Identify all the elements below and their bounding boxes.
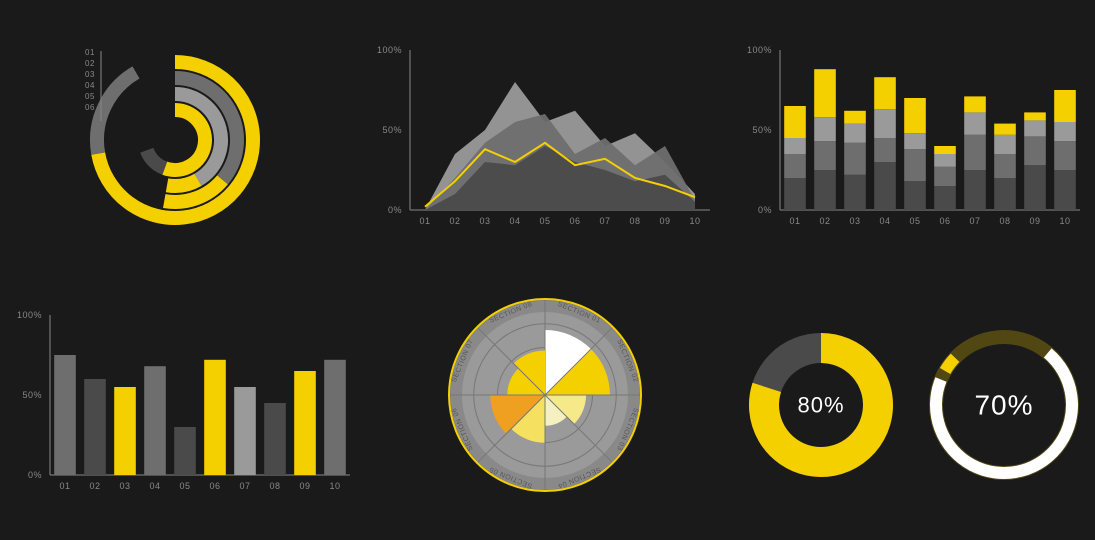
svg-text:50%: 50% — [22, 390, 42, 400]
donut-70-label: 70% — [974, 390, 1033, 421]
svg-text:03: 03 — [119, 481, 130, 491]
svg-text:01: 01 — [419, 216, 430, 226]
svg-text:10: 10 — [1059, 216, 1070, 226]
svg-text:100%: 100% — [377, 45, 402, 55]
svg-text:0%: 0% — [758, 205, 772, 215]
svg-text:01: 01 — [59, 481, 70, 491]
svg-text:01: 01 — [789, 216, 800, 226]
svg-text:02: 02 — [449, 216, 460, 226]
svg-text:06: 06 — [939, 216, 950, 226]
svg-text:03: 03 — [849, 216, 860, 226]
svg-text:08: 08 — [629, 216, 640, 226]
svg-text:100%: 100% — [17, 310, 42, 320]
svg-text:02: 02 — [85, 59, 95, 68]
svg-text:0%: 0% — [28, 470, 42, 480]
svg-text:06: 06 — [209, 481, 220, 491]
donut-70: 70% — [919, 300, 1089, 500]
svg-text:09: 09 — [1029, 216, 1040, 226]
svg-text:01: 01 — [85, 48, 95, 57]
svg-text:09: 09 — [299, 481, 310, 491]
svg-text:10: 10 — [329, 481, 340, 491]
svg-text:02: 02 — [819, 216, 830, 226]
svg-text:08: 08 — [269, 481, 280, 491]
donut-80: 80% — [736, 300, 906, 500]
svg-text:04: 04 — [85, 81, 95, 90]
svg-text:06: 06 — [569, 216, 580, 226]
donut-charts: 80% 70% — [730, 285, 1095, 515]
svg-text:05: 05 — [909, 216, 920, 226]
svg-text:07: 07 — [239, 481, 250, 491]
svg-text:07: 07 — [599, 216, 610, 226]
radial-bar-chart: 01 02 03 04 05 06 — [0, 25, 360, 255]
svg-text:04: 04 — [879, 216, 890, 226]
svg-text:03: 03 — [479, 216, 490, 226]
area-chart: 010203040506070809100%50%100% — [360, 25, 730, 255]
svg-text:100%: 100% — [747, 45, 772, 55]
svg-text:05: 05 — [179, 481, 190, 491]
svg-text:50%: 50% — [752, 125, 772, 135]
svg-text:09: 09 — [659, 216, 670, 226]
polar-area-chart: SECTION 01SECTION 02SECTION 03SECTION 04… — [360, 285, 730, 515]
svg-text:05: 05 — [539, 216, 550, 226]
stacked-bar-chart: 010203040506070809100%50%100% — [730, 25, 1095, 255]
svg-text:04: 04 — [509, 216, 520, 226]
svg-text:10: 10 — [689, 216, 700, 226]
svg-text:08: 08 — [999, 216, 1010, 226]
svg-text:02: 02 — [89, 481, 100, 491]
svg-text:04: 04 — [149, 481, 160, 491]
svg-text:07: 07 — [969, 216, 980, 226]
svg-text:06: 06 — [85, 103, 95, 112]
svg-text:05: 05 — [85, 92, 95, 101]
svg-text:0%: 0% — [388, 205, 402, 215]
svg-text:03: 03 — [85, 70, 95, 79]
svg-text:50%: 50% — [382, 125, 402, 135]
donut-80-label: 80% — [798, 393, 845, 418]
bar-chart: 010203040506070809100%50%100% — [0, 285, 360, 515]
